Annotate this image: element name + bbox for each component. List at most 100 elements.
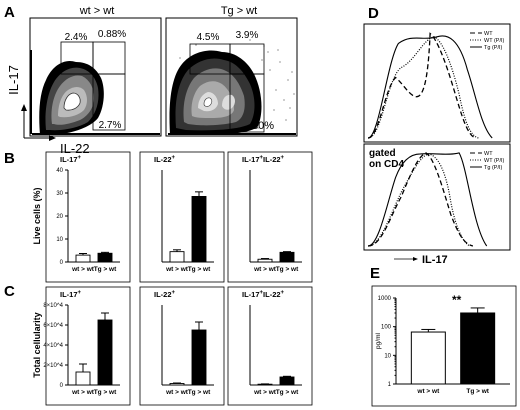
y-tick-label: 8×10^4 <box>43 303 63 309</box>
legend-label: WT (P/I) <box>484 158 505 164</box>
gate-il22 <box>229 73 265 133</box>
y-tick-label: 6×10^4 <box>43 323 63 329</box>
bar <box>97 252 113 263</box>
x-tick-label: Tg > wt <box>188 266 211 273</box>
bar <box>410 331 446 385</box>
subplot-frame <box>45 286 131 406</box>
subplot-title: IL-22+ <box>154 155 176 164</box>
bar <box>279 251 295 263</box>
subplot-title: IL-17+ <box>60 155 82 164</box>
subplot-title: IL-22+ <box>154 290 176 299</box>
histogram-series <box>367 32 476 139</box>
histogram-frame <box>363 143 511 251</box>
il17-arrow-head <box>21 104 27 111</box>
y-tick-label: 100 <box>381 325 392 331</box>
y-axis-label: Live cells (%) <box>32 187 42 244</box>
bar <box>279 376 295 386</box>
x-axis-label: IL-17 <box>422 254 448 266</box>
bar <box>75 371 91 386</box>
contour-plot-tg: 4.5% 3.9% 30% <box>165 17 298 137</box>
quadrant-il17-pct: 2.4% <box>65 32 88 43</box>
x-tick-label: wt > wt <box>416 388 440 395</box>
y-tick-label: 1 <box>388 382 392 388</box>
panel-letter-a: A <box>4 4 15 21</box>
contour-density <box>168 50 296 135</box>
subplot-title: IL-17+IL-22+ <box>242 155 285 164</box>
plot-a2-title: Tg > wt <box>221 5 257 17</box>
quadrant-il22-pct: 2.7% <box>99 120 122 131</box>
y-tick-label: 1000 <box>378 296 392 302</box>
plot-a1-title: wt > wt <box>79 5 115 17</box>
subplot-frame <box>371 285 517 407</box>
y-tick-label: 0 <box>60 383 64 389</box>
y-axis-label: pg/ml <box>375 333 382 349</box>
panel-letter-c: C <box>4 283 15 300</box>
significance-marker: ** <box>452 293 462 307</box>
histogram-series <box>367 35 493 139</box>
legend-label: WT <box>484 151 493 157</box>
x-tick-label: wt > wt <box>71 389 95 396</box>
bar-chart-c3: IL-17+IL-22+ wt > wt Tg > wt <box>227 286 313 406</box>
y-tick-label: 10 <box>384 353 391 359</box>
y-axis-label: Total cellularity <box>32 312 42 377</box>
panel-a: wt > wt Tg > wt 2.4% 0.88% 2.7% <box>6 5 298 156</box>
x-tick-label: Tg > wt <box>188 389 211 396</box>
bar <box>169 251 185 263</box>
histogram-series <box>367 36 479 139</box>
bar <box>191 195 207 263</box>
subplot-frame <box>45 151 131 283</box>
bar <box>460 312 496 385</box>
x-tick-label: Tg > wt <box>276 389 299 396</box>
subplot-frame <box>139 151 225 283</box>
gate-annotation: on CD4 <box>369 159 404 170</box>
histogram-series <box>367 152 474 247</box>
bar-chart-b3: IL-17+IL-22+ wt > wt Tg > wt <box>227 151 313 283</box>
y-tick-label: 4×10^4 <box>43 343 63 349</box>
subplot-title: IL-17+ <box>60 290 82 299</box>
x-axis-arrow-head <box>413 257 418 261</box>
contour-density <box>30 50 160 136</box>
x-tick-label: wt > wt <box>253 389 277 396</box>
quadrant-il17-pct: 4.5% <box>197 32 220 43</box>
subplot-frame <box>139 286 225 406</box>
bar <box>97 319 113 386</box>
panel-letter-e: E <box>370 265 380 282</box>
panel-letter-b: B <box>4 150 15 167</box>
quadrant-dp-pct: 3.9% <box>236 30 259 41</box>
histogram-series <box>367 152 488 247</box>
gate-annotation: gated <box>369 148 396 159</box>
bar-chart-b1: IL-17+ 0 10 20 30 40 Live cells (%) wt > wt Tg >… <box>32 151 131 283</box>
histogram-frame <box>363 23 511 143</box>
subplot-frame <box>227 286 313 406</box>
contour-plot-wt: 2.4% 0.88% 2.7% <box>29 17 162 137</box>
panel-letter-d: D <box>368 5 379 22</box>
y-tick-label: 2×10^4 <box>43 363 63 369</box>
x-tick-label: wt > wt <box>71 266 95 273</box>
il22-arrow-head <box>49 135 56 141</box>
bar <box>169 383 185 386</box>
bar-chart-c2: IL-22+ wt > wt Tg > wt <box>139 286 225 406</box>
bar-chart-b2: IL-22+ wt > wt Tg > wt <box>139 151 225 283</box>
y-tick-label: 40 <box>56 168 63 174</box>
y-tick-label: 0 <box>60 260 64 266</box>
x-tick-label: wt > wt <box>165 389 189 396</box>
x-tick-label: Tg > wt <box>276 266 299 273</box>
y-tick-label: 30 <box>56 191 63 197</box>
panel-e: 1 10 100 1000 pg/ml wt > wt Tg > wt ** <box>371 285 517 407</box>
legend-label: Tg (P/I) <box>484 165 503 171</box>
gate-il22 <box>92 73 126 131</box>
subplot-title: IL-17+IL-22+ <box>242 290 285 299</box>
bar <box>257 258 273 263</box>
y-tick-label: 10 <box>56 237 63 243</box>
legend-label: Tg (P/I) <box>484 45 503 51</box>
x-tick-label: Tg > wt <box>94 266 117 273</box>
x-tick-label: wt > wt <box>165 266 189 273</box>
y-tick-label: 20 <box>56 214 63 220</box>
bar <box>75 254 91 263</box>
subplot-frame <box>227 151 313 283</box>
